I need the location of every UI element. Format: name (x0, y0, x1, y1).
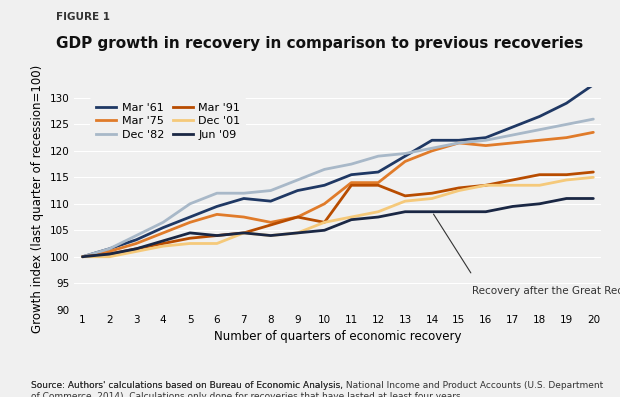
Text: Source: Authors' calculations based on Bureau of Economic Analysis, National Inc: Source: Authors' calculations based on B… (31, 381, 603, 397)
Legend: Mar '61, Mar '75, Dec '82, Mar '91, Dec '01, Jun '09: Mar '61, Mar '75, Dec '82, Mar '91, Dec … (91, 97, 246, 145)
X-axis label: Number of quarters of economic recovery: Number of quarters of economic recovery (214, 330, 462, 343)
Y-axis label: Growth index (last quarter of recession=100): Growth index (last quarter of recession=… (31, 64, 44, 333)
Text: GDP growth in recovery in comparison to previous recoveries: GDP growth in recovery in comparison to … (56, 36, 583, 51)
Text: Source: Authors' calculations based on Bureau of Economic Analysis,: Source: Authors' calculations based on B… (31, 381, 346, 390)
Text: Recovery after the Great Recession: Recovery after the Great Recession (472, 286, 620, 296)
Text: FIGURE 1: FIGURE 1 (56, 12, 110, 22)
